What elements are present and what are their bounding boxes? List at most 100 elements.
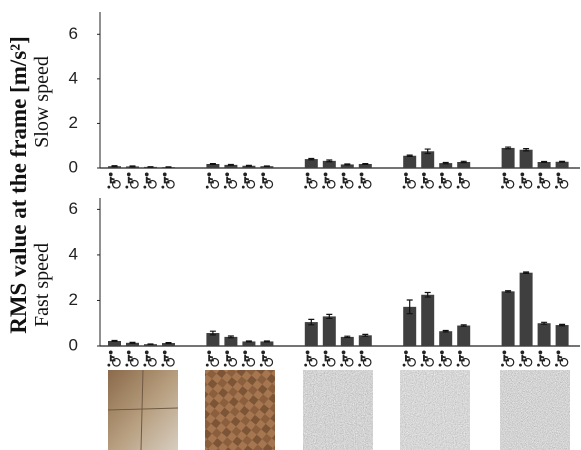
config-icon xyxy=(125,350,140,367)
bar xyxy=(340,164,354,168)
bar xyxy=(421,294,435,346)
config-icon xyxy=(402,172,417,189)
bar xyxy=(403,306,417,346)
error-bar xyxy=(209,330,216,336)
bar xyxy=(322,316,336,346)
error-bar xyxy=(559,160,566,163)
config-icon xyxy=(438,172,453,189)
error-bar xyxy=(460,160,467,164)
config-icon xyxy=(518,350,533,367)
bar xyxy=(537,161,551,168)
error-bar xyxy=(424,148,431,155)
config-icon xyxy=(259,350,274,367)
error-bar xyxy=(541,321,548,325)
config-icon xyxy=(420,172,435,189)
bar xyxy=(555,161,569,168)
error-bar xyxy=(362,162,369,166)
bar xyxy=(144,344,157,346)
y-tick-label: 6 xyxy=(69,24,78,43)
bar xyxy=(421,151,435,168)
error-bar xyxy=(344,163,351,166)
error-bar xyxy=(326,313,333,320)
bar xyxy=(224,336,238,346)
surface-photos xyxy=(107,369,570,450)
error-bar xyxy=(362,333,369,337)
config-icon xyxy=(402,350,417,367)
bar xyxy=(242,341,256,346)
error-bar xyxy=(308,318,315,326)
config-icon xyxy=(259,172,274,189)
bar xyxy=(206,163,220,168)
error-bar xyxy=(523,148,530,152)
error-bar xyxy=(523,271,530,274)
error-bar xyxy=(442,329,449,333)
bar xyxy=(403,155,417,168)
error-bar xyxy=(424,291,431,298)
error-bar xyxy=(263,340,270,343)
error-bar xyxy=(308,157,315,161)
config-icon xyxy=(143,172,158,189)
config-icon xyxy=(321,350,336,367)
config-icon xyxy=(143,350,158,367)
bar xyxy=(304,159,318,168)
config-icon xyxy=(205,350,220,367)
config-icon xyxy=(500,350,515,367)
bar xyxy=(340,336,354,346)
y-tick-label: 2 xyxy=(69,290,78,309)
error-bar xyxy=(460,324,467,327)
error-bar xyxy=(406,154,413,158)
bar xyxy=(242,165,256,168)
bar xyxy=(519,272,533,346)
bar xyxy=(537,323,551,346)
error-bar xyxy=(209,162,216,166)
y-tick-label: 6 xyxy=(69,199,78,218)
config-icon xyxy=(339,350,354,367)
config-icon xyxy=(554,350,569,367)
config-icon xyxy=(223,350,238,367)
config-icon xyxy=(357,350,372,367)
bar xyxy=(260,341,274,346)
bar xyxy=(322,160,336,168)
y-axis-label: RMS value at the frame [m/s²] xyxy=(6,36,31,334)
config-icon xyxy=(456,350,471,367)
config-icon xyxy=(125,172,140,189)
config-icon xyxy=(420,350,435,367)
config-icon xyxy=(518,172,533,189)
config-icon xyxy=(536,172,551,189)
error-bar xyxy=(559,323,566,327)
error-bar xyxy=(111,165,118,168)
panel-label: Fast speed xyxy=(31,243,53,327)
bar xyxy=(519,149,533,168)
config-icon xyxy=(456,172,471,189)
config-icon xyxy=(107,172,122,189)
error-bar xyxy=(227,335,234,339)
bar xyxy=(162,343,175,346)
config-icon xyxy=(500,172,515,189)
config-icon xyxy=(554,172,569,189)
error-bar xyxy=(129,165,136,168)
bar xyxy=(457,325,471,346)
error-bar xyxy=(227,163,234,166)
y-tick-label: 4 xyxy=(69,244,78,263)
config-icon xyxy=(107,350,122,367)
config-icon xyxy=(241,172,256,189)
error-bar xyxy=(165,341,172,345)
error-bar xyxy=(406,299,413,315)
error-bar xyxy=(541,160,548,164)
config-icon xyxy=(223,172,238,189)
bar xyxy=(224,164,238,168)
bar xyxy=(501,291,515,346)
bar xyxy=(304,322,318,346)
error-bar xyxy=(505,146,512,150)
bar xyxy=(439,331,453,346)
bar xyxy=(358,163,372,168)
config-icon xyxy=(357,172,372,189)
bar xyxy=(126,342,139,346)
error-bar xyxy=(344,335,351,339)
error-bar xyxy=(111,339,118,343)
bar xyxy=(358,335,372,346)
bar xyxy=(260,166,274,168)
error-bar xyxy=(245,340,252,343)
config-icon xyxy=(321,172,336,189)
